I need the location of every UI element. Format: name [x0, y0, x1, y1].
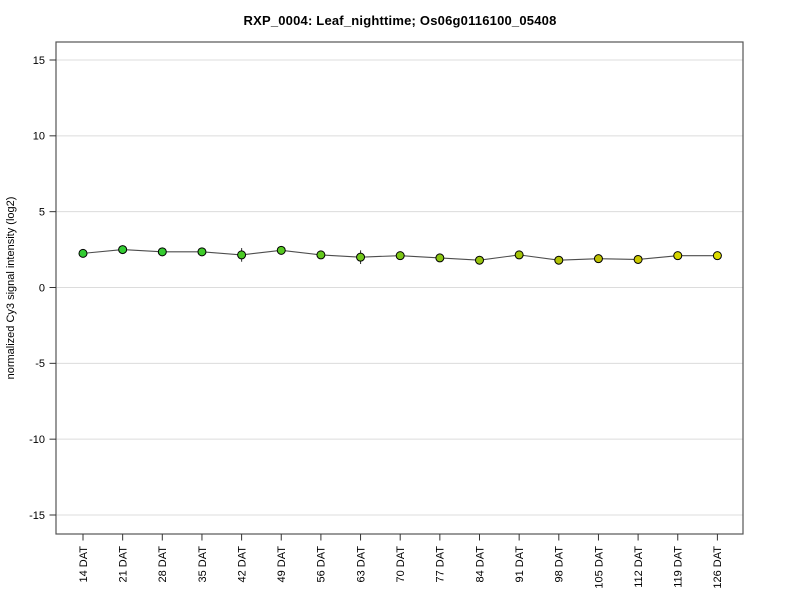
x-tick-label: 119 DAT [673, 546, 685, 588]
x-tick-label: 70 DAT [395, 546, 407, 583]
data-point [673, 251, 683, 261]
chart-title: RXP_0004: Leaf_nighttime; Os06g0116100_0… [243, 13, 557, 28]
x-tick-label: 42 DAT [236, 546, 248, 583]
data-point [712, 251, 722, 261]
y-tick-label: -5 [35, 358, 45, 370]
x-tick-label: 84 DAT [474, 546, 486, 583]
data-point [435, 253, 445, 263]
x-tick-label: 28 DAT [157, 546, 169, 583]
x-tick-label: 126 DAT [712, 546, 724, 589]
y-tick-label: -10 [29, 434, 45, 446]
data-point [395, 251, 405, 261]
data-point [197, 247, 207, 257]
data-point [554, 255, 564, 265]
data-point [514, 250, 524, 260]
x-tick-label: 105 DAT [593, 546, 605, 589]
data-point [316, 250, 326, 260]
x-tick-label: 14 DAT [78, 546, 90, 583]
x-tick-label: 49 DAT [276, 546, 288, 583]
x-tick-label: 77 DAT [435, 546, 447, 583]
y-tick-label: 5 [39, 206, 45, 218]
x-tick-label: 21 DAT [117, 546, 129, 583]
y-tick-label: 0 [39, 282, 45, 294]
x-tick-label: 35 DAT [197, 546, 209, 583]
x-tick-label: 56 DAT [316, 546, 328, 583]
data-point [237, 250, 247, 260]
data-point [633, 254, 643, 264]
data-point [593, 254, 603, 264]
x-tick-label: 112 DAT [633, 546, 645, 588]
data-point [78, 248, 88, 258]
data-point [475, 255, 484, 265]
x-tick-label: 63 DAT [355, 546, 367, 583]
x-tick-label: 91 DAT [514, 546, 526, 583]
data-point [276, 245, 286, 255]
x-tick-label: 98 DAT [554, 546, 566, 583]
y-tick-label: -15 [29, 510, 45, 522]
data-point [157, 247, 167, 257]
data-point [356, 252, 366, 262]
y-tick-label: 15 [33, 55, 45, 67]
data-point [118, 245, 128, 255]
y-tick-label: 10 [33, 131, 45, 143]
